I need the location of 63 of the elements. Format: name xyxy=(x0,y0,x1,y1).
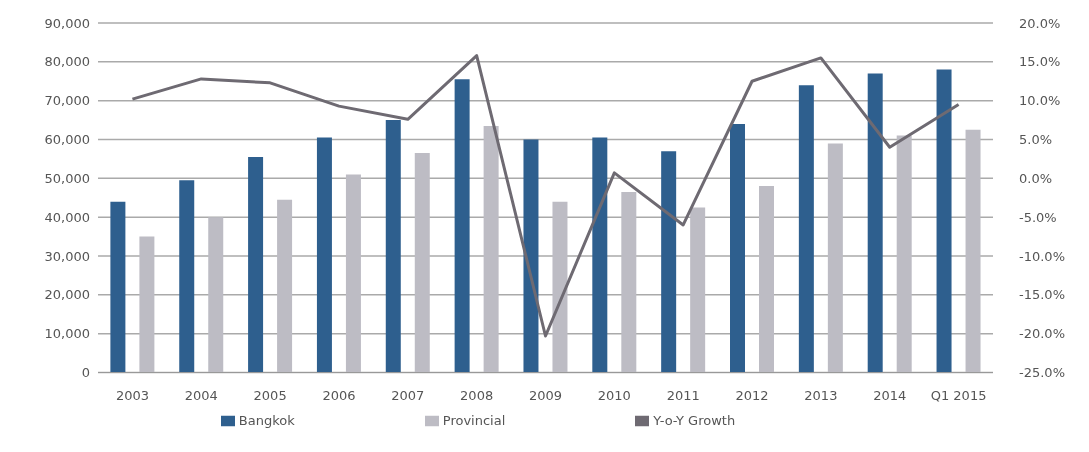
y-tick-label: 80,000 xyxy=(44,54,90,70)
x-tick-label: 2012 xyxy=(735,387,769,403)
bar xyxy=(483,125,499,373)
bar xyxy=(110,201,126,373)
bar xyxy=(798,85,814,373)
bar xyxy=(896,135,912,373)
x-tick-label: Q1 2015 xyxy=(930,387,987,403)
y-tick-label: 30,000 xyxy=(44,248,90,264)
bar xyxy=(690,207,706,373)
y-tick-label: 70,000 xyxy=(44,93,90,109)
y2-tick-label: -15.0% xyxy=(1019,287,1065,303)
x-tick-label: 2011 xyxy=(666,387,700,403)
x-tick-label: 2005 xyxy=(253,387,287,403)
x-tick-label: 2010 xyxy=(597,387,631,403)
bar xyxy=(759,186,775,373)
x-tick-label: 2014 xyxy=(873,387,907,403)
line-series xyxy=(130,54,961,338)
x-tick-label: 2003 xyxy=(115,387,149,403)
bar xyxy=(552,201,568,373)
x-tick-label: 2006 xyxy=(322,387,356,403)
bar xyxy=(454,79,470,373)
bar xyxy=(139,236,155,373)
y2-tick-label: 5.0% xyxy=(1019,132,1053,148)
y-tick-label: 0 xyxy=(81,365,90,381)
bar xyxy=(592,137,608,373)
y-tick-label: 40,000 xyxy=(44,209,90,225)
y-tick-label: 90,000 xyxy=(44,15,90,31)
bar xyxy=(248,156,264,373)
bar xyxy=(867,73,883,373)
x-tick-label: 2008 xyxy=(460,387,494,403)
y-tick-label: 10,000 xyxy=(44,326,90,342)
bar xyxy=(208,217,224,373)
x-tick-label: 2009 xyxy=(528,387,563,403)
y2-tick-label: 15.0% xyxy=(1019,54,1061,70)
y2-tick-label: 20.0% xyxy=(1019,15,1061,31)
bar xyxy=(277,199,293,373)
bar xyxy=(414,153,430,373)
y2-tick-label: 10.0% xyxy=(1019,93,1061,109)
bar xyxy=(179,180,195,373)
bar xyxy=(523,139,539,373)
bar xyxy=(621,191,637,373)
bar xyxy=(730,123,746,373)
bar xyxy=(936,69,952,373)
y-tick-label: 50,000 xyxy=(44,170,90,186)
y2-tick-label: -20.0% xyxy=(1019,326,1065,342)
y-tick-label: 60,000 xyxy=(44,132,90,148)
legend-label: Provincial xyxy=(442,412,506,428)
x-tick-label: 2013 xyxy=(804,387,838,403)
bar xyxy=(316,137,332,373)
y2-tick-label: 0.0% xyxy=(1019,170,1053,186)
bar xyxy=(385,120,401,373)
x-tick-label: 2007 xyxy=(391,387,425,403)
legend-label: Y-o-Y Growth xyxy=(653,412,736,428)
bar xyxy=(661,151,677,373)
legend-label: Bangkok xyxy=(238,412,295,428)
y2-tick-label: -10.0% xyxy=(1019,248,1065,264)
bar xyxy=(965,129,981,373)
bar xyxy=(827,143,843,373)
x-tick-label: 2004 xyxy=(184,387,218,403)
y2-tick-label: -5.0% xyxy=(1019,209,1057,225)
bar xyxy=(345,174,361,373)
y2-tick-label: -25.0% xyxy=(1019,365,1065,381)
y-tick-label: 20,000 xyxy=(44,287,90,303)
